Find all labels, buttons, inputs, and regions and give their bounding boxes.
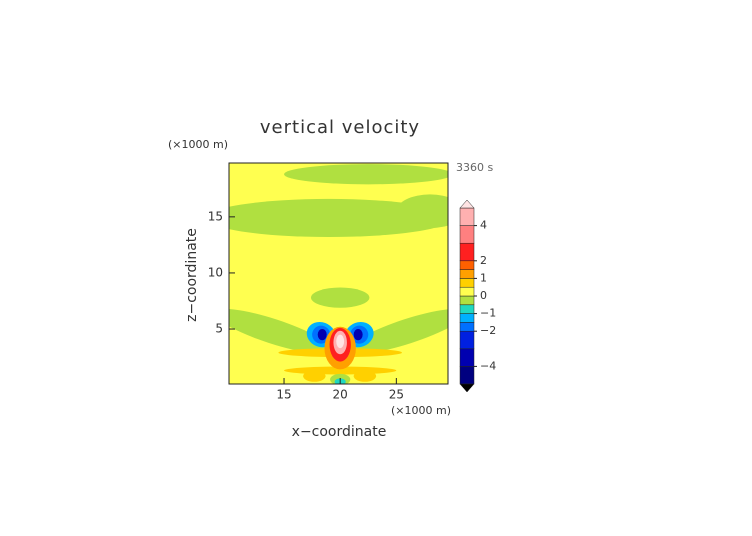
x-tick-label: 25: [389, 388, 404, 402]
colorbar-band: [459, 286, 475, 297]
contour-region: [317, 329, 327, 341]
x-tick-label: 15: [276, 388, 291, 402]
field: [229, 163, 448, 384]
contour-region: [353, 329, 363, 341]
contour-region: [303, 370, 326, 382]
colorbar-tick-label: 2: [480, 254, 487, 267]
y-tick-label: 15: [208, 209, 223, 223]
contour-region: [310, 287, 370, 308]
contour-region: [284, 164, 448, 185]
y-tick-label: 10: [208, 265, 223, 279]
colorbar-under: [459, 383, 475, 393]
contour-region: [396, 194, 448, 229]
colorbar-tick-label: −4: [480, 359, 496, 372]
contour-region: [353, 370, 377, 382]
x-axis-label: x−coordinate: [292, 424, 387, 440]
colorbar-band: [459, 269, 475, 279]
colorbar-band: [459, 348, 475, 367]
contour-region: [336, 334, 345, 349]
colorbar-band: [459, 330, 475, 350]
y-unit: (×1000 m): [168, 138, 228, 151]
colorbar-band: [459, 278, 475, 288]
colorbar-band: [459, 295, 475, 306]
x-unit: (×1000 m): [391, 404, 451, 417]
colorbar-tick-label: −2: [480, 324, 496, 337]
colorbar-tick-label: 4: [480, 219, 487, 232]
x-tick-label: 20: [333, 388, 348, 402]
colorbar-band: [459, 304, 475, 314]
y-tick-label: 5: [215, 322, 223, 336]
colorbar-band: [459, 322, 475, 332]
chart-title: vertical velocity: [260, 117, 420, 138]
colorbar-band: [459, 225, 475, 244]
colorbar-tick-label: 0: [480, 289, 487, 302]
contour-region: [229, 198, 448, 238]
colorbar-tick-label: −1: [480, 307, 496, 320]
colorbar-over: [459, 199, 475, 209]
contour-region: [348, 308, 448, 354]
colorbar-band: [459, 260, 475, 270]
colorbar-band: [459, 366, 475, 385]
contour-region: [229, 308, 332, 354]
colorbar-tick-label: 1: [480, 271, 487, 284]
y-axis-label: z−coordinate: [184, 228, 200, 322]
plot-frame: [228, 162, 449, 385]
colorbar-band: [459, 242, 475, 262]
colorbar-band: [459, 207, 475, 226]
colorbar-band: [459, 313, 475, 323]
time-label: 3360 s: [456, 161, 493, 174]
